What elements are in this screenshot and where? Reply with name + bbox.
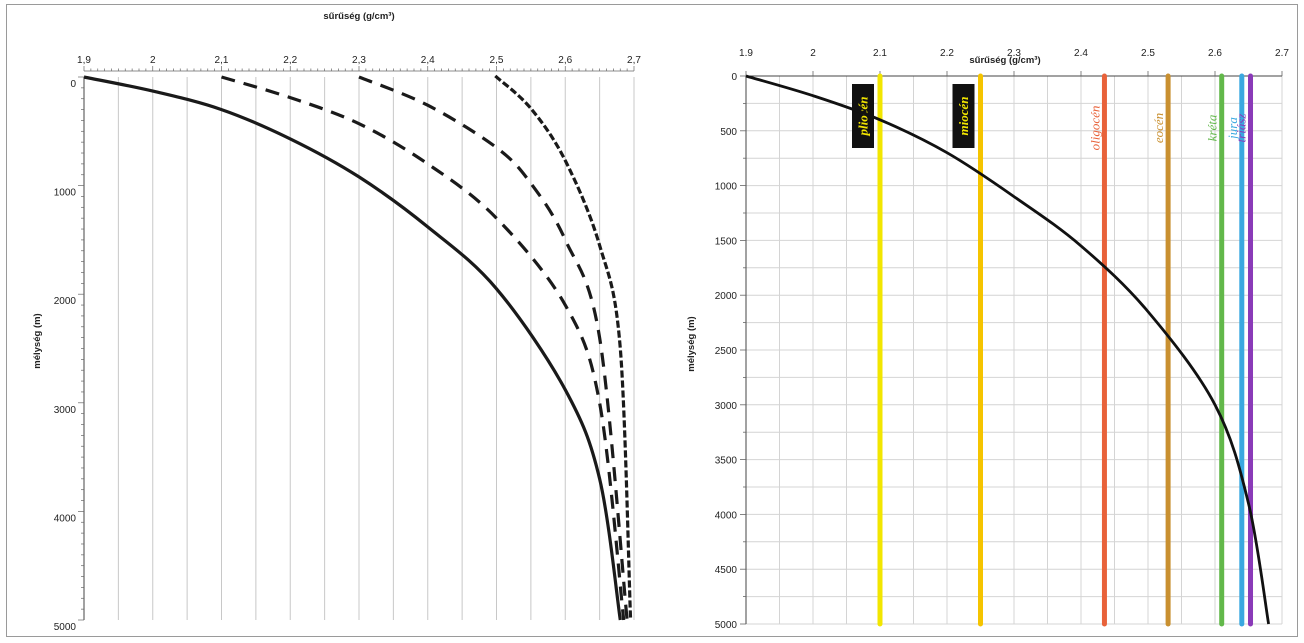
- right-x-tick-label: 1.9: [739, 48, 753, 59]
- left-chart-title: sűrűség (g/cm³): [323, 11, 394, 22]
- right-x-tick-label: 2.5: [1141, 48, 1155, 59]
- left-grid: [78, 66, 635, 621]
- left-x-tick-label: 1,9: [77, 55, 91, 66]
- right-x-tick-label: 2: [810, 48, 816, 59]
- right-x-tick-label: 2.7: [1275, 48, 1289, 59]
- right-x-tick-label: 2.2: [940, 48, 954, 59]
- right-y-tick-label: 3000: [715, 401, 738, 412]
- era-label-pliocén: pliocén: [856, 97, 871, 137]
- left-x-tick-label: 2,3: [352, 55, 366, 66]
- left-y-axis-label: mélység (m): [32, 313, 43, 368]
- era-label-jura: jura: [1225, 117, 1240, 141]
- left-x-tick-label: 2,5: [490, 55, 504, 66]
- left-chart: sűrűség (g/cm³) 1,9 2 2,1 2,2 2,3 2,4 2,5 2,6 2,…: [32, 11, 641, 633]
- left-y-tick-label: 4000: [54, 513, 77, 524]
- right-y-tick-label: 3500: [715, 456, 738, 467]
- right-series-line-1: [745, 74, 1270, 625]
- left-x-tick-label: 2,4: [421, 55, 435, 66]
- right-x-tick-label: 2.3: [1007, 48, 1021, 59]
- era-label-triász: triász: [1234, 114, 1249, 143]
- left-series-line-1: [83, 75, 622, 621]
- left-y-tick-label: 1000: [54, 188, 77, 199]
- right-series: [745, 74, 1270, 625]
- right-y-axis-label: mélység (m): [686, 316, 697, 371]
- left-y-tick-label: 5000: [54, 622, 77, 633]
- era-label-kréta: kréta: [1205, 114, 1220, 141]
- left-x-tick-label: 2,1: [215, 55, 229, 66]
- left-y-tick-label: 3000: [54, 405, 77, 416]
- right-grid: [740, 71, 1283, 625]
- right-y-tick-label: 5000: [715, 620, 738, 631]
- era-label-box: [952, 84, 975, 148]
- right-y-tick-label: 0: [731, 72, 737, 83]
- right-y-tick-label: 500: [720, 127, 737, 138]
- era-label-box: [852, 84, 874, 148]
- right-chart: sűrűség (g/cm³) 1.9 2 2.1 2.2 2.3 2.4 2.5 2.6 2.…: [686, 48, 1289, 631]
- right-y-tick-label: 4000: [715, 510, 738, 521]
- left-x-tick-label: 2,2: [283, 55, 297, 66]
- left-y-ticks: 0 1000 2000 3000 4000 5000: [54, 79, 77, 633]
- left-series-line-2: [221, 75, 626, 621]
- right-x-tick-label: 2.4: [1074, 48, 1088, 59]
- left-y-tick-label: 2000: [54, 296, 77, 307]
- left-x-tick-label: 2,7: [627, 55, 641, 66]
- left-series-line-4: [494, 74, 633, 622]
- left-x-ticks: 1,9 2 2,1 2,2 2,3 2,4 2,5 2,6 2,7: [77, 55, 641, 66]
- left-x-tick-label: 2: [150, 55, 156, 66]
- left-series: [83, 74, 633, 622]
- right-y-ticks: 0 500 1000 1500 2000 2500 3000 3500 4000 4500 5000: [715, 72, 738, 631]
- era-label-oligocén: oligocén: [1087, 106, 1102, 151]
- right-chart-title: sűrűség (g/cm³): [969, 55, 1040, 66]
- right-x-tick-label: 2.6: [1208, 48, 1222, 59]
- right-x-ticks: 1.9 2 2.1 2.2 2.3 2.4 2.5 2.6 2.7: [739, 48, 1289, 59]
- era-label-eocén: eocén: [1151, 113, 1166, 143]
- left-series-line-3: [358, 75, 629, 621]
- left-y-tick-label: 0: [70, 79, 76, 90]
- right-y-tick-label: 2500: [715, 346, 738, 357]
- right-x-tick-label: 2.1: [873, 48, 887, 59]
- era-label-miocén: miocén: [956, 97, 971, 136]
- right-y-tick-label: 1000: [715, 182, 738, 193]
- right-y-tick-label: 2000: [715, 291, 738, 302]
- right-y-tick-label: 4500: [715, 565, 738, 576]
- right-y-tick-label: 1500: [715, 236, 738, 247]
- left-x-tick-label: 2,6: [558, 55, 572, 66]
- right-era-lines: pliocén miocén oligocén eocén kréta juratriás…: [852, 73, 1254, 627]
